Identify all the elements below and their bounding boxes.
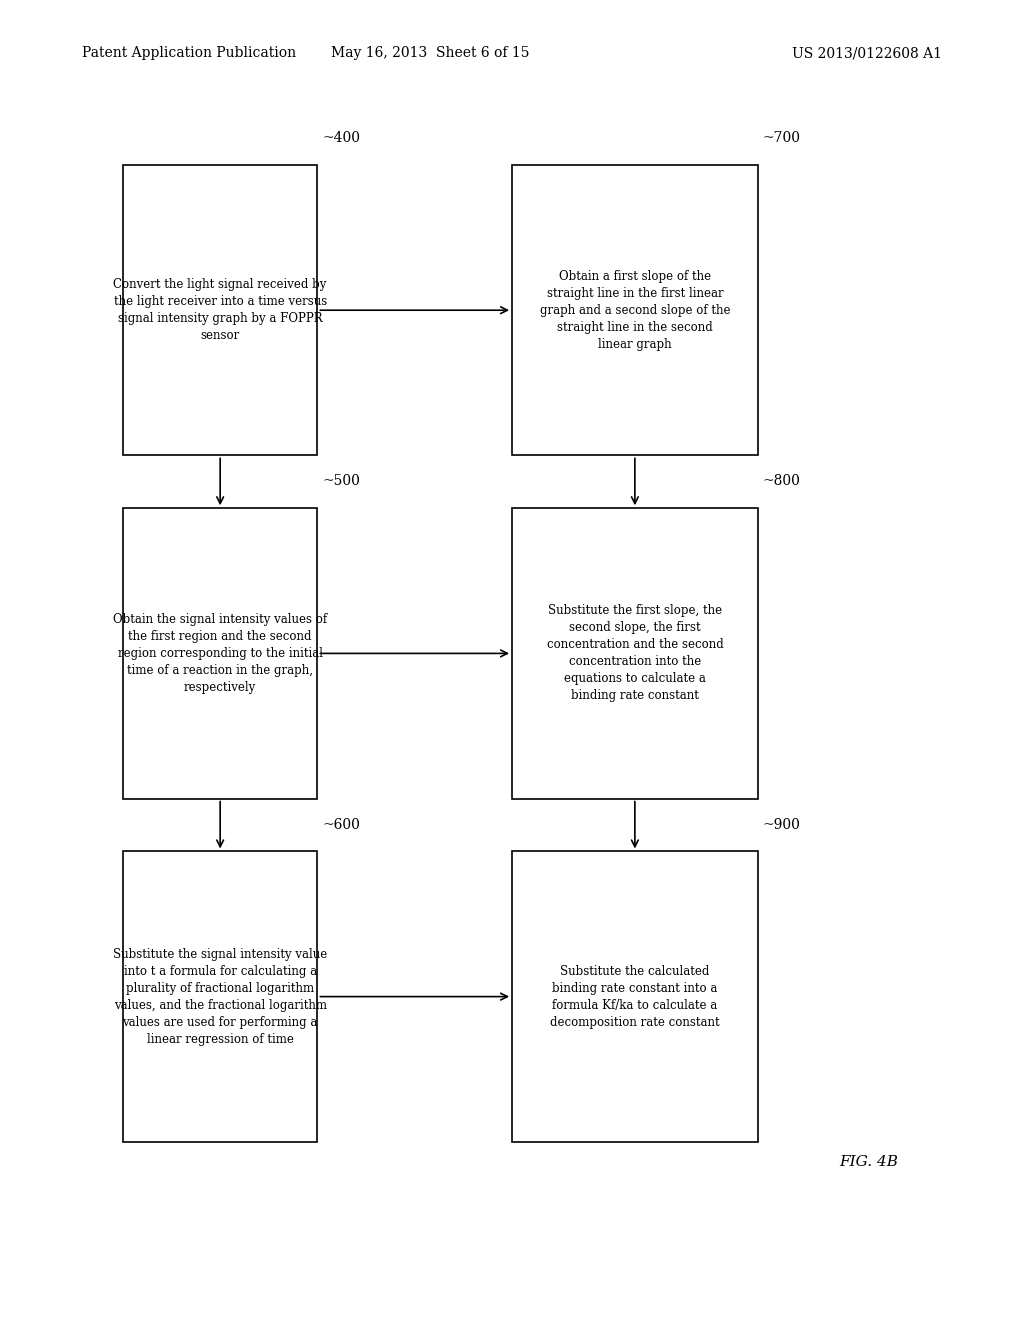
Text: FIG. 4B: FIG. 4B [840, 1155, 899, 1168]
Text: Obtain a first slope of the
straight line in the first linear
graph and a second: Obtain a first slope of the straight lin… [540, 269, 730, 351]
Text: May 16, 2013  Sheet 6 of 15: May 16, 2013 Sheet 6 of 15 [331, 46, 529, 61]
Text: Substitute the signal intensity value
into t a formula for calculating a
plurali: Substitute the signal intensity value in… [113, 948, 328, 1045]
Text: ~700: ~700 [763, 131, 801, 145]
FancyBboxPatch shape [512, 508, 758, 799]
Text: Convert the light signal received by
the light receiver into a time versus
signa: Convert the light signal received by the… [114, 279, 327, 342]
Text: US 2013/0122608 A1: US 2013/0122608 A1 [793, 46, 942, 61]
Text: Substitute the first slope, the
second slope, the first
concentration and the se: Substitute the first slope, the second s… [547, 605, 723, 702]
Text: Obtain the signal intensity values of
the first region and the second
region cor: Obtain the signal intensity values of th… [113, 612, 328, 694]
Text: ~600: ~600 [323, 817, 360, 832]
FancyBboxPatch shape [123, 851, 317, 1142]
Text: ~500: ~500 [323, 474, 360, 488]
FancyBboxPatch shape [123, 508, 317, 799]
Text: ~800: ~800 [763, 474, 801, 488]
Text: Substitute the calculated
binding rate constant into a
formula Kf/ka to calculat: Substitute the calculated binding rate c… [550, 965, 720, 1028]
Text: ~900: ~900 [763, 817, 801, 832]
Text: Patent Application Publication: Patent Application Publication [82, 46, 296, 61]
Text: ~400: ~400 [323, 131, 360, 145]
FancyBboxPatch shape [512, 165, 758, 455]
FancyBboxPatch shape [512, 851, 758, 1142]
FancyBboxPatch shape [123, 165, 317, 455]
